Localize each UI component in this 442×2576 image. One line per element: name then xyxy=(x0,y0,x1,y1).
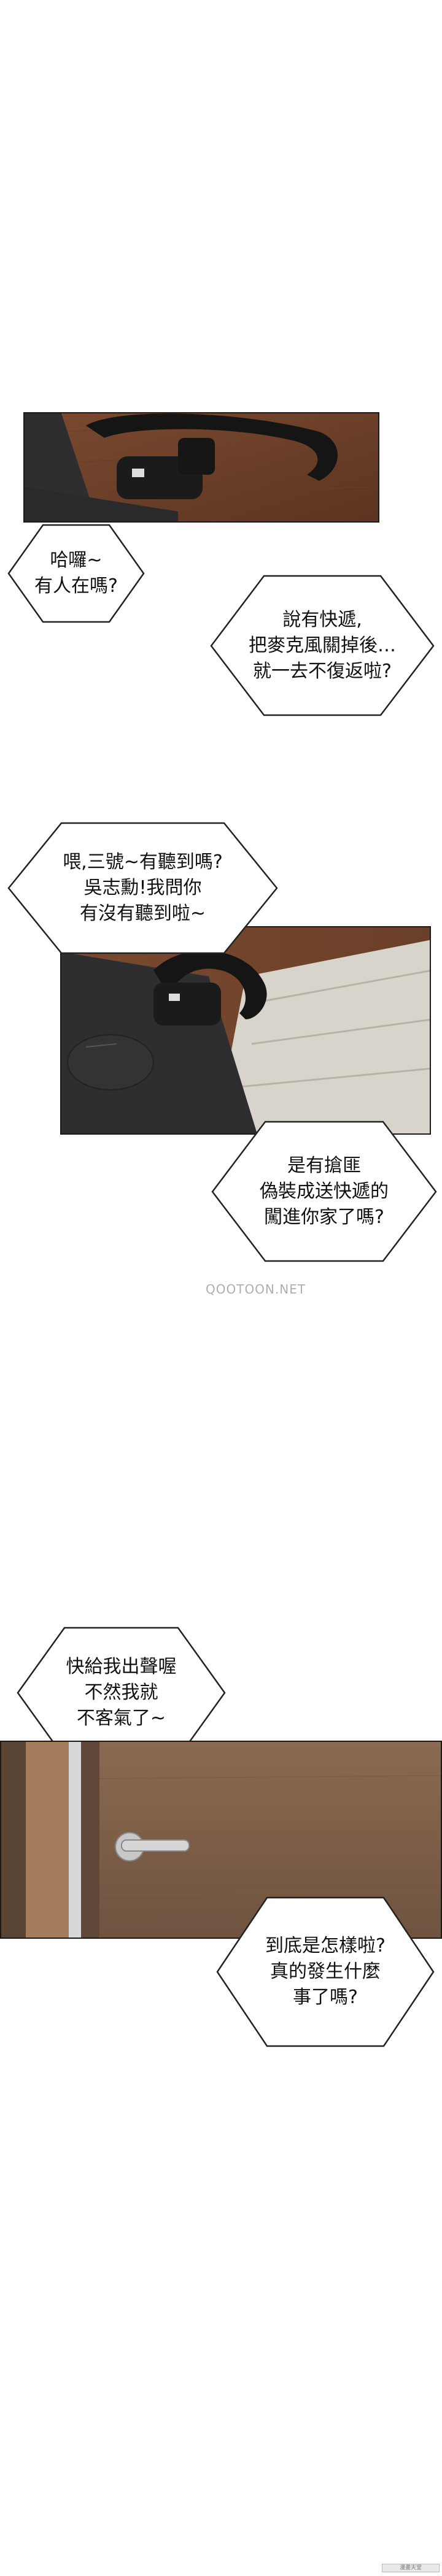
bubble-outline xyxy=(210,575,435,716)
bubble-5-line-1: 快給我出聲喔 xyxy=(66,1656,177,1677)
bubble-outline xyxy=(216,1896,435,2047)
corner-badge-label: 漫畫天堂 xyxy=(399,2565,422,2571)
bubble-6-line-2: 真的發生什麼 xyxy=(270,1961,381,1982)
panel-headset-mouse-desk xyxy=(60,926,431,1135)
bubble-5-line-2: 不然我就 xyxy=(84,1682,158,1703)
bubble-4-line-2: 偽裝成送快遞的 xyxy=(260,1180,389,1202)
watermark: QOOTOON.NET xyxy=(206,1282,306,1297)
panel-headset-desk xyxy=(23,412,379,523)
bubble-4-line-3: 闖進你家了嗎? xyxy=(264,1206,384,1228)
speech-bubble-4: 是有搶匪 偽裝成送快遞的 闖進你家了嗎? xyxy=(210,1119,438,1263)
bubble-6-line-3: 事了嗎? xyxy=(293,1987,358,2008)
bubble-2-line-3: 就一去不復返啦? xyxy=(253,660,392,682)
bubble-1-line-2: 有人在嗎? xyxy=(34,575,118,597)
bubble-outline xyxy=(7,524,145,623)
bubble-outline xyxy=(211,1121,437,1262)
bubble-3-line-2: 吳志勳!我問你 xyxy=(83,877,202,899)
speech-bubble-1: 哈囉~ 有人在嗎? xyxy=(6,521,146,626)
bubble-3-line-1: 喂,三號~有聽到嗎? xyxy=(63,851,223,873)
bubble-2-line-1: 說有快遞, xyxy=(282,608,362,631)
speech-bubble-6: 到底是怎樣啦? 真的發生什麼 事了嗎? xyxy=(215,1895,436,2049)
headset-desk-illustration xyxy=(25,413,378,521)
bubble-outline xyxy=(7,822,278,954)
speech-bubble-5: 快給我出聲喔 不然我就 不客氣了~ xyxy=(15,1625,227,1760)
bubble-4-line-1: 是有搶匪 xyxy=(287,1154,361,1176)
speech-bubble-3: 喂,三號~有聽到嗎? 吳志勳!我問你 有沒有聽到啦~ xyxy=(6,821,279,956)
bubble-1-line-1: 哈囉~ xyxy=(50,550,103,571)
speech-bubble-2: 說有快遞, 把麥克風關掉後… 就一去不復返啦? xyxy=(209,573,436,718)
bubble-6-line-1: 到底是怎樣啦? xyxy=(265,1935,386,1957)
bubble-5-line-3: 不客氣了~ xyxy=(76,1708,166,1729)
headset-mouse-illustration xyxy=(61,927,430,1133)
corner-badge: 漫畫天堂 xyxy=(382,2564,440,2572)
bubble-2-line-2: 把麥克風關掉後… xyxy=(249,634,396,656)
bubble-3-line-3: 有沒有聽到啦~ xyxy=(79,903,206,924)
